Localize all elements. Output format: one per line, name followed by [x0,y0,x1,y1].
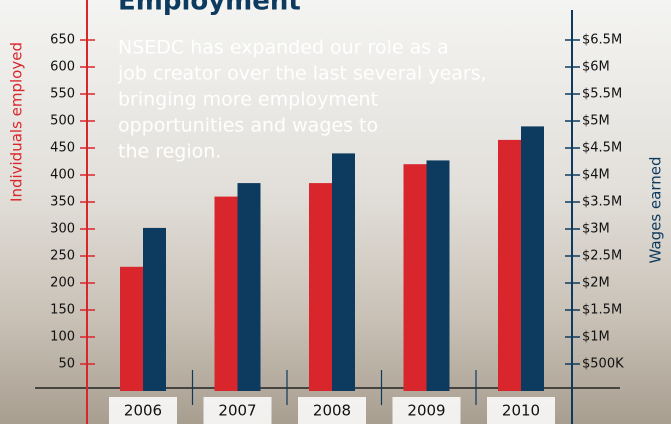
annotation: job creator over the last several years, [117,63,487,85]
y2-tick-label: $1.5M [582,303,622,318]
x-label-box [392,397,461,424]
y-axis-label: Individuals employed [8,42,26,202]
x-label-box [109,397,177,424]
y2-tick-label: $3.5M [582,195,622,210]
annotation: the region. [118,141,221,163]
bar [332,153,355,391]
bar [521,126,544,392]
y2-axis-label: Wages earned [647,157,665,264]
y2-tick-label: $5M [582,114,610,129]
y2-tick-label: $500K [582,357,624,372]
x-tick-label: 2008 [313,402,351,420]
bar [237,183,261,391]
y-tick-label: 150 [50,303,75,318]
annotation: NSEDC has expanded our role as a [118,37,449,59]
bar [403,164,427,391]
y2-tick-label: $2.5M [582,249,622,264]
y-tick-label: 350 [50,195,75,210]
y-tick-label: 200 [50,276,75,291]
y-tick-label: 650 [50,33,75,48]
y-tick-label: 450 [50,141,75,156]
y2-tick-label: $2M [582,276,610,291]
bar [426,160,450,391]
bar [120,266,143,391]
chart-title: Employment [118,0,301,17]
y2-tick-label: $4.5M [582,141,622,156]
x-label-box [298,397,366,424]
x-tick-label: 2010 [502,402,540,420]
y2-tick-label: $6.5M [582,33,622,48]
x-label-box [203,397,272,424]
y-tick-label: 50 [58,357,75,372]
x-tick-label: 2007 [218,402,256,420]
y2-tick-label: $4M [582,168,610,183]
bar [309,183,332,391]
y2-tick-label: $1M [582,330,610,345]
x-label-box [487,397,555,424]
annotation: bringing more employment [118,89,378,111]
bar [498,139,521,391]
y-tick-label: 600 [50,60,75,75]
annotation: opportunities and wages to [118,115,378,137]
y-tick-label: 300 [50,222,75,237]
y-tick-label: 400 [50,168,75,183]
y2-tick-label: $3M [582,222,610,237]
bar [143,227,166,391]
bar [214,196,238,391]
y-tick-label: 500 [50,114,75,129]
y-tick-label: 250 [50,249,75,264]
y2-tick-label: $5.5M [582,87,622,102]
y2-tick-label: $6M [582,60,610,75]
y-tick-label: 550 [50,87,75,102]
y-tick-label: 100 [50,330,75,345]
x-tick-label: 2006 [124,402,162,420]
x-tick-label: 2009 [407,402,445,420]
